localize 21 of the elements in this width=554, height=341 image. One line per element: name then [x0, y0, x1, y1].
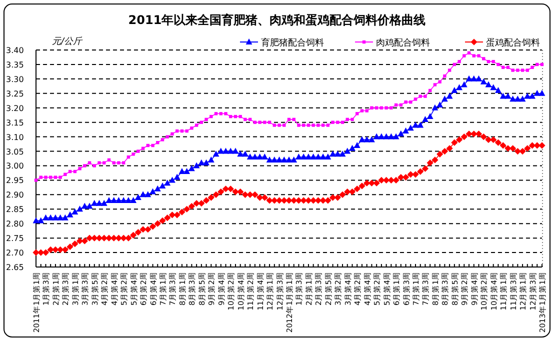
- y-tick-label: 3.30: [6, 74, 24, 84]
- y-tick-label: 3.20: [6, 104, 24, 113]
- y-tick-label: 2.90: [6, 190, 24, 200]
- y-tick-label: 2.85: [6, 205, 24, 214]
- y-tick-label: 3.05: [6, 147, 24, 156]
- y-tick-label: 2.75: [6, 234, 24, 244]
- y-tick-label: 2.95: [6, 176, 24, 186]
- y-tick-label: 3.25: [6, 89, 24, 98]
- legend-label: 蛋鸡配合饲料: [486, 38, 540, 48]
- legend-label: 肉鸡配合饲料: [376, 38, 430, 48]
- y-tick-label: 3.40: [6, 46, 24, 55]
- legend-label: 育肥猪配合饲料: [261, 38, 324, 48]
- y-tick-label: 3.00: [6, 162, 24, 171]
- y-tick-label: 3.15: [6, 118, 24, 128]
- y-tick-label: 2.65: [6, 263, 24, 272]
- y-tick-label: 3.35: [6, 60, 24, 70]
- y-tick-label: 3.10: [6, 132, 24, 142]
- chart-title: 2011年以来全国育肥猪、肉鸡和蛋鸡配合饲料价格曲线: [128, 13, 426, 27]
- y-tick-label: 2.70: [6, 248, 24, 258]
- y-tick-label: 2.80: [6, 220, 24, 229]
- y-axis-title: 元/公斤: [52, 36, 84, 47]
